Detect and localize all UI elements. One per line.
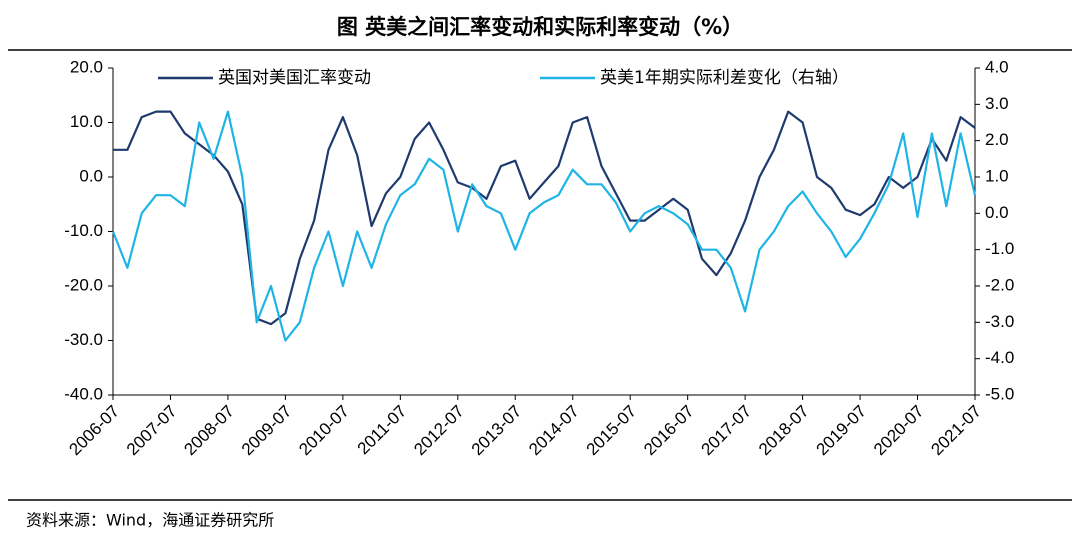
x-tick-label: 2007-07: [123, 402, 181, 460]
y2-tick-label: -4.0: [985, 348, 1014, 367]
y-tick-label: -30.0: [64, 330, 103, 349]
x-tick-label: 2021-07: [927, 402, 985, 460]
y2-tick-label: -5.0: [985, 384, 1014, 403]
y-tick-label: -20.0: [64, 275, 103, 294]
x-tick-label: 2014-07: [525, 402, 583, 460]
y2-tick-label: 0.0: [985, 203, 1009, 222]
y-tick-label: -40.0: [64, 384, 103, 403]
y2-tick-label: -3.0: [985, 312, 1014, 331]
y2-tick-label: 2.0: [985, 130, 1009, 149]
x-tick-label: 2018-07: [755, 402, 813, 460]
x-tick-label: 2016-07: [640, 402, 698, 460]
y2-tick-label: -1.0: [985, 239, 1014, 258]
chart-title: 图 英美之间汇率变动和实际利率变动（%）: [337, 15, 743, 39]
x-tick-label: 2006-07: [65, 402, 123, 460]
x-tick-label: 2017-07: [698, 402, 756, 460]
legend-label: 英国对美国汇率变动: [218, 68, 371, 88]
x-tick-label: 2019-07: [813, 402, 871, 460]
y2-tick-label: 3.0: [985, 94, 1009, 113]
x-tick-label: 2010-07: [295, 402, 353, 460]
x-tick-label: 2012-07: [410, 402, 468, 460]
x-tick-label: 2008-07: [180, 402, 238, 460]
x-tick-label: 2009-07: [238, 402, 296, 460]
x-tick-label: 2013-07: [468, 402, 526, 460]
y-tick-label: 0.0: [79, 166, 103, 185]
series-line: [111, 110, 977, 342]
source-note: 资料来源：Wind，海通证券研究所: [26, 511, 274, 530]
series-line: [113, 110, 976, 326]
y-tick-label: -10.0: [64, 221, 103, 240]
y-tick-label: 10.0: [70, 112, 103, 131]
legend-label: 英美1年期实际利差变化（右轴）: [600, 68, 849, 88]
y-tick-label: 20.0: [70, 57, 103, 76]
y2-tick-label: 4.0: [985, 57, 1009, 76]
x-tick-label: 2015-07: [583, 402, 641, 460]
y2-tick-label: -2.0: [985, 275, 1014, 294]
x-tick-label: 2011-07: [354, 402, 411, 459]
x-tick-label: 2020-07: [870, 402, 928, 460]
y2-tick-label: 1.0: [985, 166, 1009, 185]
